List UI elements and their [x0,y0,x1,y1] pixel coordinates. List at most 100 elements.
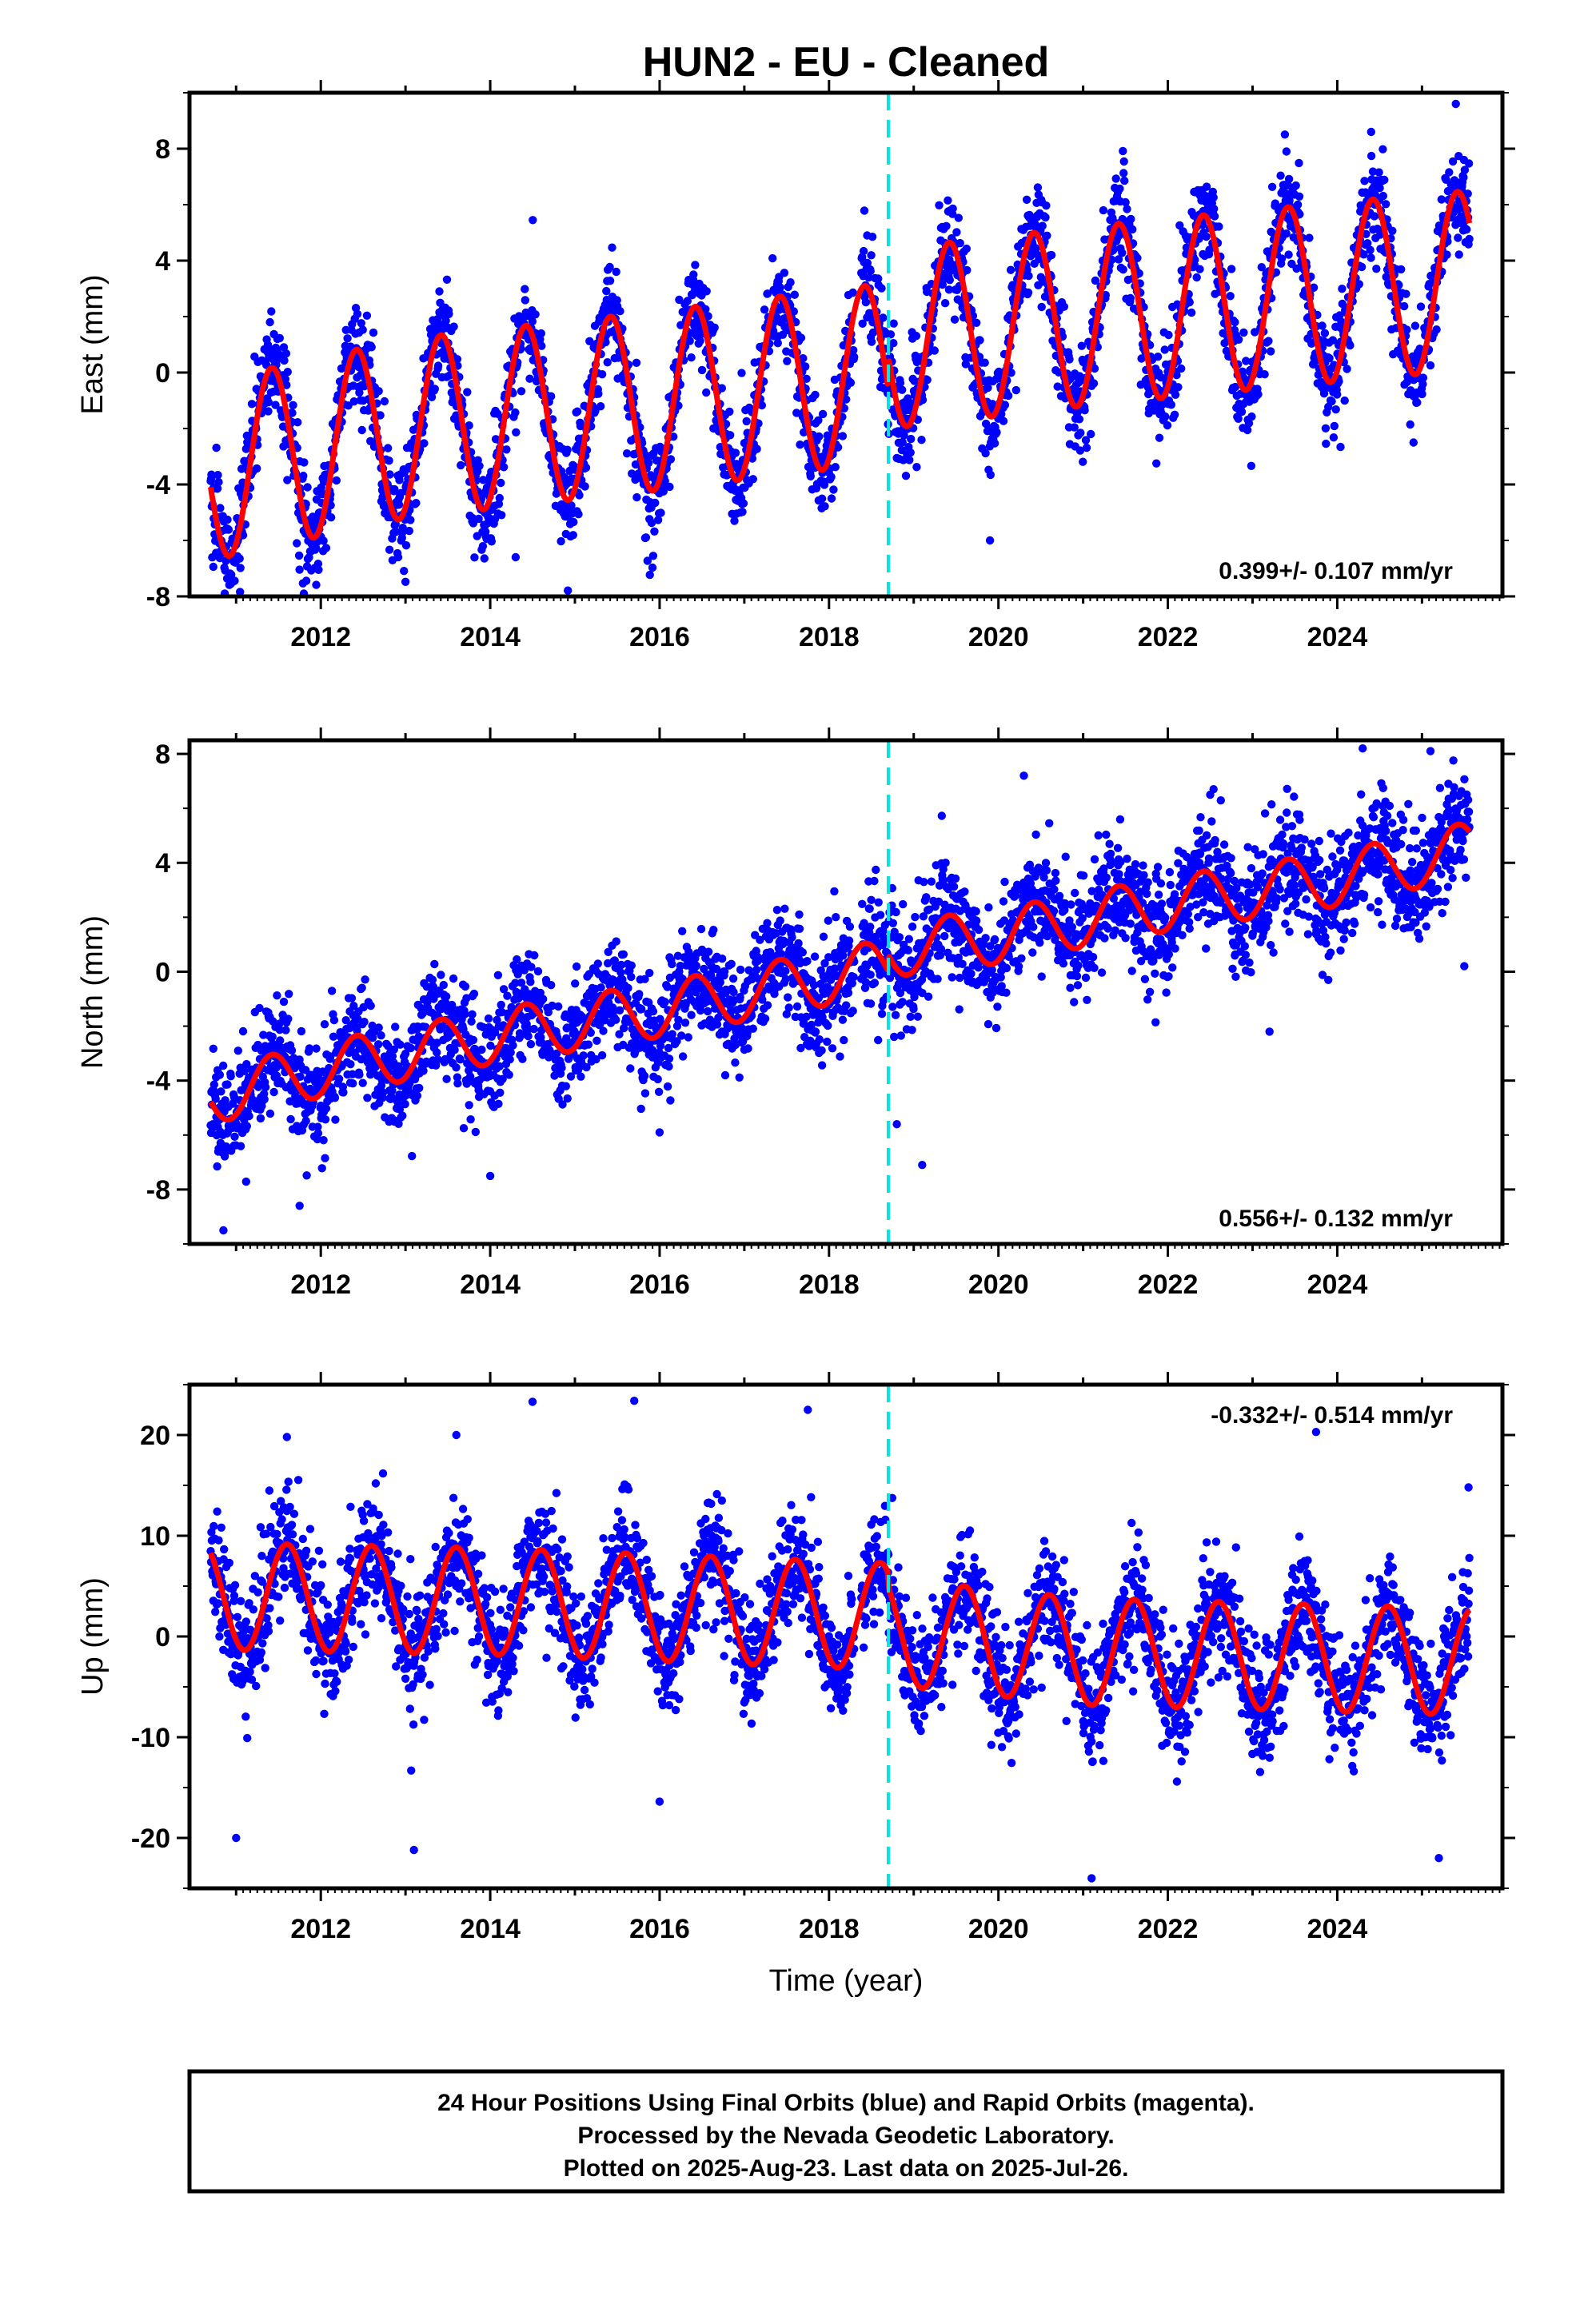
data-point [443,276,451,284]
data-point [760,305,768,313]
data-point [321,1020,329,1028]
data-point [363,1094,371,1102]
data-point [1318,321,1326,329]
data-point [598,1051,606,1059]
data-point [521,296,529,304]
data-point [1284,250,1292,258]
data-point [632,359,640,367]
data-point [1281,130,1289,138]
data-point [394,553,402,561]
data-point [331,1115,339,1123]
data-point [273,991,281,999]
data-point [1380,176,1388,184]
data-point [698,366,706,374]
data-point [442,992,450,1000]
data-point [1231,318,1239,326]
y-axis-label: East (mm) [76,274,110,414]
data-point [737,369,745,377]
data-point [1322,425,1330,433]
data-point [506,1055,514,1063]
data-point [1432,325,1440,333]
data-point [401,1100,409,1108]
data-point [488,537,496,545]
data-point [731,1058,739,1066]
data-point [867,251,875,259]
data-point [687,353,695,361]
data-point [585,1040,592,1048]
data-point [1379,145,1386,153]
data-point [302,1117,310,1125]
data-point [1382,200,1390,208]
data-point [879,313,887,321]
data-point [269,1088,277,1096]
data-point [213,1162,221,1170]
data-point [681,1018,689,1026]
data-point [1186,298,1194,306]
data-point [972,319,980,327]
data-point [264,407,272,415]
data-point [502,445,510,453]
data-point [1004,392,1012,400]
x-tick-label: 2012 [290,622,351,652]
data-point [475,462,483,470]
data-point [466,1072,474,1080]
x-tick-label: 2024 [1307,622,1368,652]
data-point [668,960,676,968]
data-point [303,483,311,491]
data-point [521,285,529,293]
data-point [730,516,738,524]
data-point [497,1001,505,1009]
data-point [512,429,520,436]
data-point [649,1007,657,1015]
data-point [1167,401,1175,409]
data-point [223,516,231,524]
data-point [1338,285,1346,293]
data-point [470,553,478,561]
data-point [1418,390,1426,398]
data-point [1127,215,1135,223]
data-point [1283,229,1291,237]
data-point [266,1110,274,1118]
data-point [661,998,669,1006]
data-point [703,287,711,295]
data-point [797,333,805,341]
outlier-point [265,318,273,326]
data-point [239,1027,247,1035]
data-point [219,1062,227,1070]
data-point [217,1087,225,1095]
data-point [898,386,906,394]
data-point [569,531,577,539]
data-point [1039,221,1047,229]
data-point [796,440,804,448]
data-point [577,1073,585,1081]
data-point [1355,280,1363,288]
data-point [1038,303,1046,311]
data-point [687,1011,695,1019]
data-point [1120,157,1128,165]
x-tick-label: 2020 [968,622,1029,652]
y-tick-label: 4 [155,246,170,277]
data-point [704,947,712,955]
data-point [602,287,610,295]
data-point [850,353,858,361]
data-point [1379,192,1387,200]
data-point [582,464,590,472]
data-point [225,525,233,533]
data-point [269,1033,277,1041]
data-point [1195,265,1203,273]
data-point [465,421,473,429]
data-point [811,391,819,399]
data-point [369,329,377,337]
data-point [312,580,320,588]
data-point [1325,354,1333,362]
data-point [827,472,835,480]
data-point [430,960,438,968]
data-point [581,482,589,490]
data-point [917,436,925,444]
data-point [1047,251,1055,259]
data-point [1164,331,1172,339]
data-point [496,494,504,502]
data-point [1227,292,1235,300]
data-point [1007,266,1015,274]
